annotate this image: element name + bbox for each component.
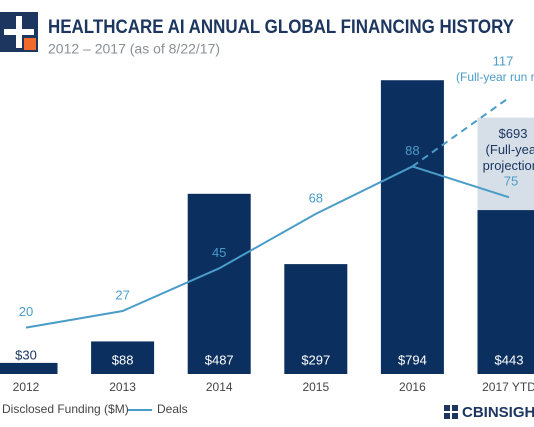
deals-line — [25, 165, 510, 329]
chart-subtitle: 2012 – 2017 (as of 8/22/17) — [48, 41, 220, 57]
projection-label: projection) — [483, 158, 534, 173]
deals-label: 68 — [309, 190, 323, 205]
bar — [0, 362, 58, 374]
deals-label: 45 — [212, 245, 226, 260]
x-tick-label: 2012 — [13, 380, 40, 394]
bar — [477, 210, 534, 374]
projection-box — [477, 117, 534, 211]
projection-label: (Full-year — [486, 142, 534, 157]
bar — [380, 80, 444, 374]
x-tick-label: 2016 — [399, 380, 426, 394]
bar — [284, 264, 348, 374]
x-tick-label: 2017 YTD — [482, 380, 534, 394]
x-tick-label: 2014 — [206, 380, 233, 394]
x-tick-label: 2015 — [302, 380, 329, 394]
legend-label: Disclosed Funding ($M) — [2, 402, 129, 416]
source-name: CBINSIGHTS — [462, 404, 534, 421]
run-rate-value: 117 — [493, 53, 514, 68]
run-rate-label: (Full-year run rate) — [456, 70, 534, 84]
legend-label: Deals — [157, 402, 188, 416]
x-tick-label: 2013 — [109, 380, 136, 394]
bar — [187, 193, 251, 374]
deals-label: 75 — [504, 174, 518, 189]
deals-run-rate-line — [411, 96, 510, 168]
bar-value-label: $794 — [398, 352, 427, 367]
bar-value-label: $487 — [205, 352, 234, 367]
bar — [91, 341, 155, 374]
chart-title: HEALTHCARE AI ANNUAL GLOBAL FINANCING HI… — [48, 17, 514, 38]
logo-icon — [0, 12, 38, 52]
bar-value-label: $30 — [15, 347, 37, 362]
logo-accent — [24, 38, 36, 50]
bar-value-label: $443 — [495, 352, 524, 367]
projection-value-label: $693 — [499, 126, 528, 141]
logo-bar — [16, 16, 22, 48]
bar-value-label: $88 — [112, 352, 134, 367]
source-icon-bar — [444, 411, 458, 413]
source-logo: CBINSIGHTS — [444, 404, 534, 421]
deals-label: 20 — [19, 304, 33, 319]
deals-label: 27 — [115, 287, 129, 302]
deals-label: 88 — [405, 143, 419, 158]
bar-value-label: $297 — [301, 352, 330, 367]
